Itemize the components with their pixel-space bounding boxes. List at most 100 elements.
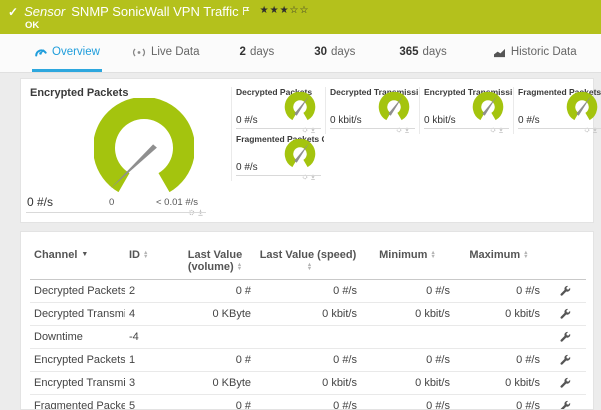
- table-row[interactable]: Encrypted Packets 1 0 # 0 #/s 0 #/s 0 #/…: [30, 348, 586, 372]
- cell-last-value-volume: 0 KByte: [175, 371, 255, 395]
- divider: [518, 128, 601, 129]
- small-gauge-panel: Encrypted Transmission 0 kbit/s: [419, 87, 513, 134]
- gauge-settings-gear-icon[interactable]: [302, 120, 308, 138]
- main-gauge-scale-min: 0: [109, 197, 115, 208]
- cell-last-value-volume: 0 #: [175, 348, 255, 372]
- cell-id: 3: [125, 371, 175, 395]
- chart-icon: [493, 47, 506, 58]
- small-gauge-value: 0 #/s: [518, 115, 540, 126]
- cell-last-value-speed: 0 #/s: [255, 394, 361, 409]
- gauge-download-icon[interactable]: [310, 167, 316, 185]
- channel-settings-wrench-icon[interactable]: [559, 400, 571, 409]
- small-gauge-value: 0 #/s: [236, 162, 258, 173]
- tab-label: Historic Data: [510, 45, 577, 58]
- small-gauge-needle: [482, 96, 497, 116]
- table-row[interactable]: Decrypted Transmi... 4 0 KByte 0 kbit/s …: [30, 302, 586, 326]
- tab-label: Live Data: [150, 45, 200, 58]
- gauge-settings-gear-icon[interactable]: [490, 120, 496, 138]
- gauge-settings-gear-icon[interactable]: [396, 120, 402, 138]
- col-header-maximum[interactable]: Maximum ▲ ▼: [454, 246, 544, 280]
- col-header-channel[interactable]: Channel ▼: [30, 246, 125, 280]
- main-gauge-value: 0 #/s: [27, 195, 54, 209]
- small-gauge-title: Fragmented Packets In: [518, 87, 601, 97]
- tab-overview[interactable]: Overview: [32, 34, 102, 72]
- gauge-settings-gear-icon[interactable]: [584, 120, 590, 138]
- gauge-download-icon[interactable]: [404, 120, 410, 138]
- tab-number: 2: [239, 45, 246, 58]
- status-ok-check-icon: ✓: [8, 5, 19, 19]
- cell-channel: Decrypted Transmi...: [30, 302, 125, 326]
- cell-last-value-speed: 0 kbit/s: [255, 371, 361, 395]
- channel-settings-wrench-icon[interactable]: [559, 308, 571, 320]
- tab-label: days: [422, 45, 447, 58]
- tab-label: days: [249, 45, 275, 58]
- cell-last-value-volume: 0 KByte: [175, 302, 255, 326]
- sensor-status-badge: OK: [25, 20, 40, 31]
- channel-settings-wrench-icon[interactable]: [559, 377, 571, 389]
- channel-table-panel: Channel ▼ ID ▲ ▼ Last Value (volume) ▲ ▼ Last …: [20, 231, 594, 410]
- channel-settings-wrench-icon[interactable]: [559, 331, 571, 343]
- cell-minimum: 0 #/s: [361, 279, 454, 303]
- table-row[interactable]: Downtime -4: [30, 325, 586, 349]
- cell-id: 1: [125, 348, 175, 372]
- cell-id: -4: [125, 325, 175, 349]
- tab-365-days[interactable]: 365 days: [397, 34, 448, 72]
- table-row[interactable]: Decrypted Packets 2 0 # 0 #/s 0 #/s 0 #/…: [30, 279, 586, 303]
- small-gauge-value: 0 kbit/s: [330, 115, 362, 126]
- channel-settings-wrench-icon[interactable]: [559, 285, 571, 297]
- sort-desc-icon: ▼: [81, 251, 89, 259]
- cell-maximum: 0 #/s: [454, 394, 544, 409]
- cell-minimum: 0 #/s: [361, 348, 454, 372]
- cell-minimum: 0 #/s: [361, 394, 454, 409]
- gauge-download-icon[interactable]: [498, 120, 504, 138]
- sort-both-icon: ▲ ▼: [143, 249, 149, 261]
- small-gauge-panel: Decrypted Transmission 0 kbit/s: [325, 87, 419, 134]
- col-header-last-value-speed[interactable]: Last Value (speed) ▲ ▼: [255, 246, 361, 280]
- cell-channel: Encrypted Packets: [30, 348, 125, 372]
- priority-star-rating[interactable]: ★★★☆☆: [259, 5, 310, 16]
- table-row[interactable]: Fragmented Packe... 5 0 # 0 #/s 0 #/s 0 …: [30, 394, 586, 409]
- divider: [26, 212, 206, 213]
- sort-both-icon: ▲ ▼: [523, 249, 529, 261]
- tab-30-days[interactable]: 30 days: [312, 34, 357, 72]
- small-gauge: [284, 139, 316, 168]
- divider: [330, 128, 415, 129]
- cell-minimum: [361, 325, 454, 349]
- main-gauge-title: Encrypted Packets: [30, 87, 129, 99]
- tab-historic-data[interactable]: Historic Data: [491, 34, 579, 72]
- cell-last-value-speed: [255, 325, 361, 349]
- channel-table: Channel ▼ ID ▲ ▼ Last Value (volume) ▲ ▼ Last …: [30, 246, 586, 409]
- signal-icon: [132, 47, 146, 58]
- table-row[interactable]: Encrypted Transmi... 3 0 KByte 0 kbit/s …: [30, 371, 586, 395]
- small-gauge: [378, 92, 410, 121]
- col-header-last-value-volume[interactable]: Last Value (volume) ▲ ▼: [175, 246, 255, 280]
- tab-number: 30: [314, 45, 328, 58]
- cell-last-value-volume: 0 #: [175, 279, 255, 303]
- cell-last-value-speed: 0 #/s: [255, 348, 361, 372]
- small-gauge-title: Decrypted Packets: [236, 87, 313, 97]
- flag-icon[interactable]: [242, 3, 250, 21]
- cell-channel: Encrypted Transmi...: [30, 371, 125, 395]
- channel-settings-wrench-icon[interactable]: [559, 354, 571, 366]
- small-gauge-needle: [294, 143, 309, 163]
- small-gauge-title: Decrypted Transmission: [330, 87, 418, 97]
- small-gauge-needle: [294, 96, 309, 116]
- small-gauge-panel: Fragmented Packets In 0 #/s: [513, 87, 601, 134]
- tab-bar: Overview Live Data 2 days 30 days 365 days Histo…: [0, 34, 601, 73]
- col-header-id[interactable]: ID ▲ ▼: [125, 246, 175, 280]
- cell-id: 4: [125, 302, 175, 326]
- tab-2-days[interactable]: 2 days: [238, 34, 277, 72]
- gauge-icon: [34, 46, 47, 58]
- gauge-download-icon[interactable]: [592, 120, 598, 138]
- sensor-kind-label: Sensor: [24, 4, 66, 19]
- gauge-settings-gear-icon[interactable]: [302, 167, 308, 185]
- cell-channel: Decrypted Packets: [30, 279, 125, 303]
- main-gauge-needle: [110, 144, 157, 189]
- small-gauge-panel: Fragmented Packets Out 0 #/s: [231, 134, 325, 181]
- sort-both-icon: ▲ ▼: [236, 261, 243, 273]
- cell-last-value-speed: 0 #/s: [255, 279, 361, 303]
- cell-maximum: 0 kbit/s: [454, 371, 544, 395]
- col-header-minimum[interactable]: Minimum ▲ ▼: [361, 246, 454, 280]
- main-gauge: [94, 98, 194, 193]
- tab-live-data[interactable]: Live Data: [130, 34, 202, 72]
